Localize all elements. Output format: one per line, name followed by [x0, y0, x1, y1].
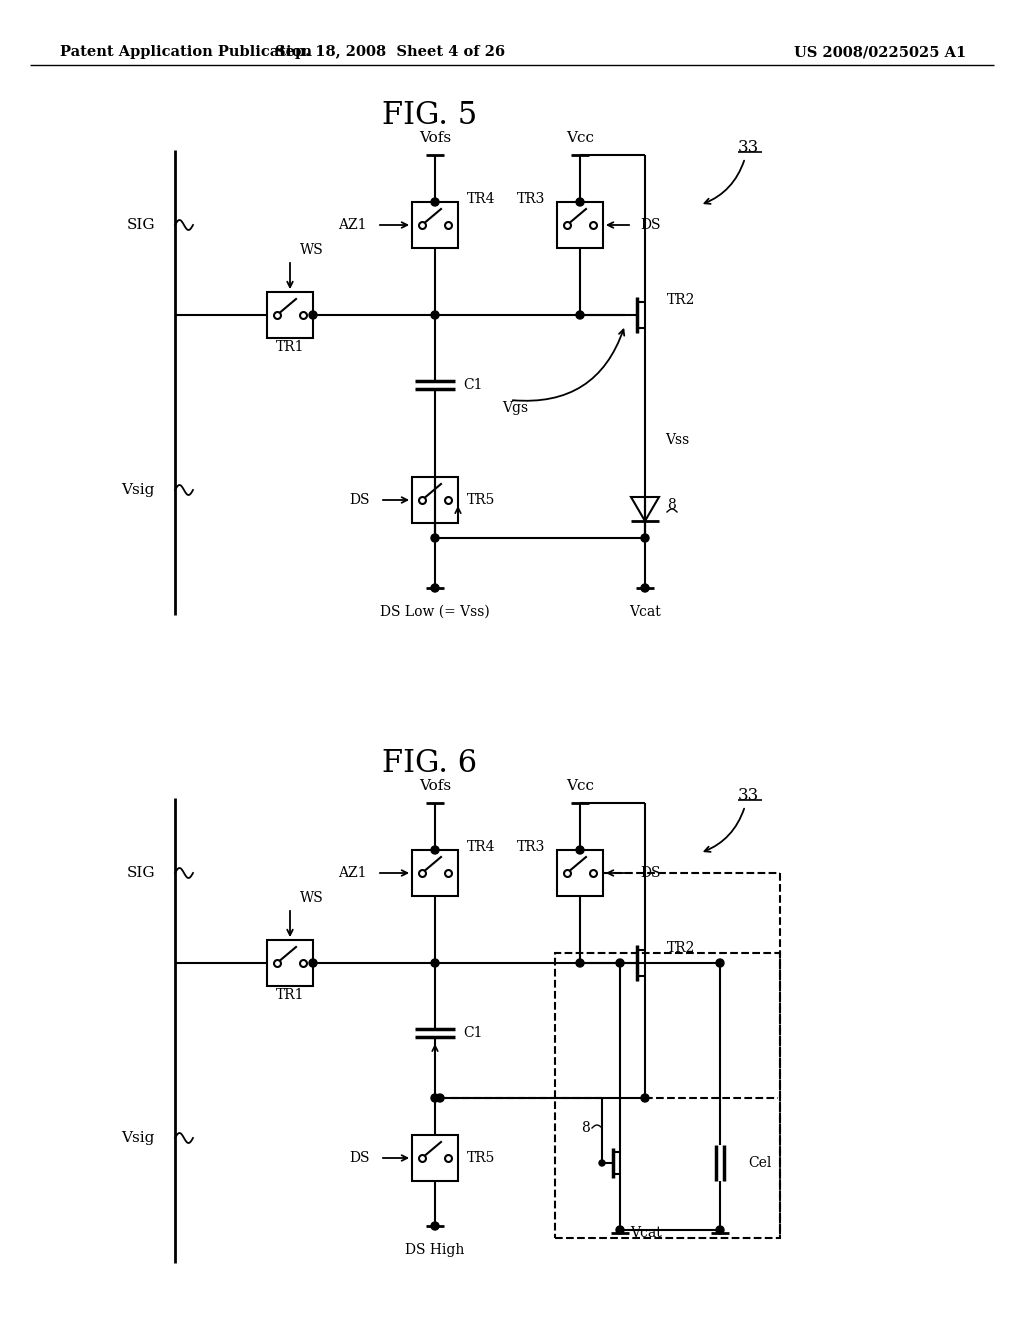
Circle shape	[575, 198, 584, 206]
Text: Vgs: Vgs	[502, 401, 528, 414]
Text: Vcc: Vcc	[566, 131, 594, 145]
Bar	[412, 477, 458, 523]
Text: TR3: TR3	[517, 840, 545, 854]
Text: AZ1: AZ1	[339, 866, 367, 880]
Text: Vofs: Vofs	[419, 131, 451, 145]
Circle shape	[641, 535, 649, 543]
Circle shape	[431, 583, 439, 591]
Circle shape	[431, 846, 439, 854]
Circle shape	[436, 1094, 444, 1102]
Text: SIG: SIG	[126, 218, 155, 232]
Circle shape	[641, 1094, 649, 1102]
Text: Vcat: Vcat	[629, 605, 660, 619]
Text: 33: 33	[737, 788, 759, 804]
Text: Vcat: Vcat	[630, 1226, 662, 1239]
Bar	[555, 953, 780, 1238]
Circle shape	[431, 535, 439, 543]
Text: Vss: Vss	[665, 433, 689, 447]
Circle shape	[309, 312, 317, 319]
Text: Patent Application Publication: Patent Application Publication	[60, 45, 312, 59]
Text: Vsig: Vsig	[122, 483, 155, 498]
Text: FIG. 5: FIG. 5	[382, 99, 477, 131]
Text: DS: DS	[640, 218, 660, 232]
Text: TR3: TR3	[517, 191, 545, 206]
Circle shape	[575, 960, 584, 968]
Text: TR2: TR2	[667, 293, 695, 308]
Text: TR5: TR5	[467, 1151, 496, 1166]
Circle shape	[431, 960, 439, 968]
Text: DS: DS	[349, 1151, 370, 1166]
Text: Vofs: Vofs	[419, 779, 451, 793]
Text: DS: DS	[349, 492, 370, 507]
Text: DS Low (= Vss): DS Low (= Vss)	[380, 605, 489, 619]
Circle shape	[641, 583, 649, 591]
Bar	[557, 850, 603, 896]
Circle shape	[575, 312, 584, 319]
Text: WS: WS	[300, 891, 324, 906]
Text: TR4: TR4	[467, 191, 496, 206]
Text: US 2008/0225025 A1: US 2008/0225025 A1	[794, 45, 966, 59]
Circle shape	[431, 198, 439, 206]
Text: AZ1: AZ1	[339, 218, 367, 232]
Text: C1: C1	[463, 1026, 482, 1040]
Circle shape	[716, 960, 724, 968]
Circle shape	[431, 1222, 439, 1230]
Text: DS High: DS High	[406, 1243, 465, 1257]
Text: WS: WS	[300, 243, 324, 257]
Bar	[412, 1135, 458, 1181]
Text: DS: DS	[640, 866, 660, 880]
Text: Vsig: Vsig	[122, 1131, 155, 1144]
Circle shape	[716, 1226, 724, 1234]
Text: FIG. 6: FIG. 6	[382, 747, 477, 779]
Circle shape	[431, 312, 439, 319]
Bar	[557, 202, 603, 248]
Text: 8: 8	[582, 1121, 590, 1135]
Text: Vcc: Vcc	[566, 779, 594, 793]
Text: 8: 8	[667, 498, 676, 512]
Bar	[412, 202, 458, 248]
Circle shape	[431, 1094, 439, 1102]
Text: 33: 33	[737, 140, 759, 157]
Bar	[412, 850, 458, 896]
Circle shape	[599, 1160, 605, 1166]
Text: SIG: SIG	[126, 866, 155, 880]
Circle shape	[575, 846, 584, 854]
Circle shape	[309, 960, 317, 968]
Text: Cel: Cel	[748, 1156, 771, 1170]
Bar	[267, 292, 313, 338]
Circle shape	[616, 960, 624, 968]
Text: C1: C1	[463, 378, 482, 392]
Text: TR1: TR1	[275, 341, 304, 354]
Circle shape	[616, 1226, 624, 1234]
Text: TR2: TR2	[667, 941, 695, 954]
Bar	[267, 940, 313, 986]
Text: Sep. 18, 2008  Sheet 4 of 26: Sep. 18, 2008 Sheet 4 of 26	[274, 45, 505, 59]
Text: TR5: TR5	[467, 492, 496, 507]
Text: TR1: TR1	[275, 987, 304, 1002]
Text: TR4: TR4	[467, 840, 496, 854]
